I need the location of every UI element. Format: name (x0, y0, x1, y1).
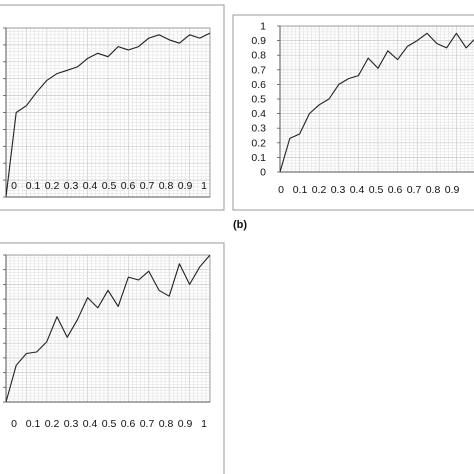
x-tick-label: 0.7 (140, 180, 155, 192)
y-tick-label: 1 (260, 21, 266, 33)
x-tick-label: 0.4 (83, 180, 98, 192)
y-tick-label: 0 (260, 167, 266, 179)
x-tick-label: 0.3 (64, 418, 79, 430)
x-tick-label: 0.8 (159, 180, 174, 192)
series-line (6, 32, 210, 197)
x-tick-label: 0.8 (426, 184, 441, 196)
y-tick-label: 0.9 (251, 35, 266, 47)
x-tick-label: 0.8 (159, 418, 174, 430)
x-tick-label: 0.4 (83, 418, 98, 430)
x-tick-label: 0.1 (26, 418, 41, 430)
chart-panel-bottom-left: 0 0.1 0.2 0.3 0.4 0.5 0.6 0.7 0.8 0.9 1 (0, 242, 225, 474)
x-tick-label: 1 (201, 418, 207, 430)
grid (280, 26, 474, 172)
y-tick-label: 0.3 (251, 123, 266, 135)
x-tick-label: 0.9 (178, 418, 193, 430)
x-tick-label: 0.2 (45, 418, 60, 430)
x-tick-label: 0.1 (293, 184, 308, 196)
x-tick-label: 0.6 (121, 180, 136, 192)
y-tick-label: 0.1 (251, 152, 266, 164)
y-tick-label: 0.4 (251, 108, 266, 120)
x-tick-label: 0.2 (45, 180, 60, 192)
y-tick-label: 0.6 (251, 79, 266, 91)
x-tick-label: 0.1 (26, 180, 41, 192)
x-tick-label: 0.2 (312, 184, 327, 196)
x-tick-label: 0.5 (369, 184, 384, 196)
x-tick-label: 0.7 (407, 184, 422, 196)
grid (6, 28, 210, 197)
x-tick-label: 0.4 (350, 184, 365, 196)
x-tick-label: 0 (11, 180, 17, 192)
y-tick-label: 0.2 (251, 137, 266, 149)
chart-panel-top-left: 0 0.1 0.2 0.3 0.4 0.5 0.6 0.7 0.8 0.9 1 (0, 4, 225, 211)
x-tick-label: 0.9 (178, 180, 193, 192)
x-tick-label: 0.7 (140, 418, 155, 430)
x-tick-label: 0.6 (388, 184, 403, 196)
x-tick-label: 1 (201, 180, 207, 192)
x-tick-label: 0.3 (331, 184, 346, 196)
chart-frame (232, 14, 474, 211)
x-tick-label: 0.5 (102, 180, 117, 192)
panel-label-b: (b) (233, 219, 247, 231)
grid (6, 255, 210, 402)
x-tick-label: 0 (278, 184, 284, 196)
x-tick-label: 0 (11, 418, 17, 430)
y-tick-label: 0.8 (251, 50, 266, 62)
y-tick-label: 0.7 (251, 64, 266, 76)
x-tick-label: 0.5 (102, 418, 117, 430)
series-line (6, 255, 210, 402)
series-line (280, 32, 474, 172)
x-tick-label: 0.6 (121, 418, 136, 430)
y-tick-label: 0.5 (251, 94, 266, 106)
x-tick-label: 0.9 (445, 184, 460, 196)
chart-panel-b: 0 0.1 0.2 0.3 0.4 0.5 0.6 0.7 0.8 0.9 0 0.1 0.2 0.3 0.… (232, 14, 474, 211)
x-tick-label: 0.3 (64, 180, 79, 192)
